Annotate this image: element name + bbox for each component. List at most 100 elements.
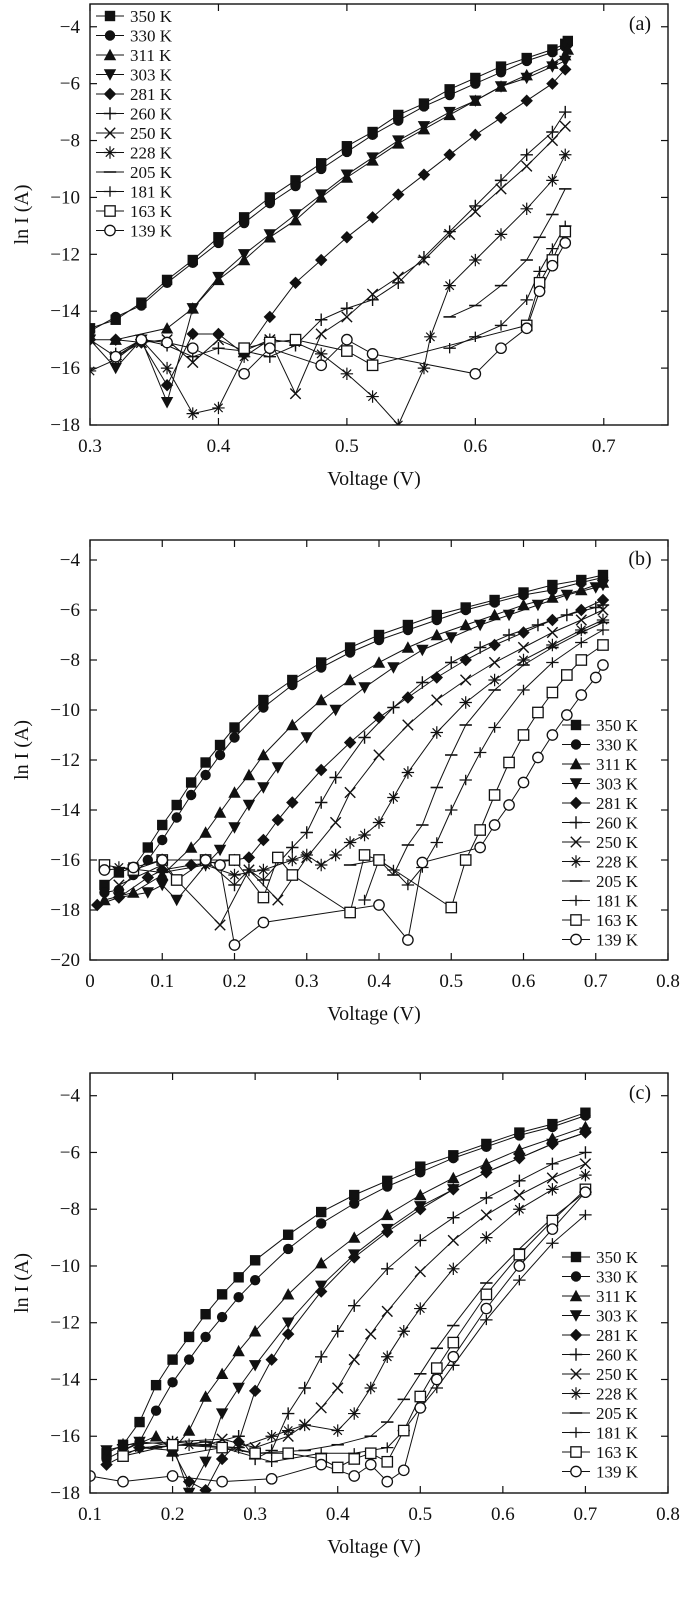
legend-item: 181 K <box>96 183 173 202</box>
data-point <box>561 43 575 55</box>
x-tick-label: 0.2 <box>223 971 247 992</box>
data-point <box>331 1325 344 1338</box>
data-point <box>117 1450 129 1462</box>
legend-item: 205 K <box>96 163 173 182</box>
x-axis-title: Voltage (V) <box>327 1003 421 1025</box>
data-point <box>315 313 328 326</box>
panel-label: (b) <box>628 548 651 570</box>
x-tick-label: 0.6 <box>512 971 536 992</box>
data-point <box>170 874 183 886</box>
data-point <box>381 1350 394 1363</box>
data-point <box>187 356 199 369</box>
data-point <box>417 250 431 264</box>
x-tick-label: 0.4 <box>326 1504 350 1525</box>
data-point <box>156 879 169 892</box>
data-point <box>228 868 241 882</box>
data-point <box>513 1274 526 1286</box>
x-tick-label: 0.4 <box>367 971 391 992</box>
data-point <box>474 824 487 836</box>
data-point <box>560 589 574 602</box>
data-point <box>445 632 458 644</box>
x-tick-label: 0.3 <box>243 1504 267 1525</box>
legend-label: 260 K <box>596 1346 639 1365</box>
y-tick-label: −10 <box>50 1256 80 1277</box>
data-point <box>200 757 211 768</box>
data-point <box>156 854 169 866</box>
data-point <box>316 1206 327 1218</box>
data-point <box>167 1354 178 1365</box>
legend-label: 205 K <box>596 872 639 891</box>
data-point <box>213 844 227 857</box>
data-point <box>533 266 546 277</box>
data-point <box>517 684 530 696</box>
legend-item: 163 K <box>96 202 173 221</box>
data-point <box>373 749 385 761</box>
data-point <box>381 1442 394 1453</box>
legend-label: 139 K <box>596 1463 639 1482</box>
data-point <box>315 1350 328 1363</box>
data-point <box>597 659 609 671</box>
data-point <box>109 350 122 363</box>
data-point <box>459 774 472 786</box>
data-point <box>215 1408 229 1420</box>
series-markers-205k <box>443 188 572 318</box>
data-point <box>289 333 302 346</box>
data-point <box>341 146 353 158</box>
data-point <box>316 163 327 175</box>
data-point <box>332 1382 344 1394</box>
data-point <box>473 619 487 632</box>
data-point <box>469 95 482 107</box>
data-point <box>546 626 559 639</box>
x-tick-label: 0.4 <box>207 436 231 457</box>
data-point <box>513 1143 526 1155</box>
panel-label: (a) <box>629 13 651 35</box>
data-point <box>589 671 602 684</box>
data-point <box>416 644 429 657</box>
legend-marker <box>104 30 116 41</box>
legend-label: 181 K <box>130 183 173 202</box>
data-point <box>517 776 530 789</box>
series-markers-139k <box>90 1186 592 1488</box>
data-point <box>214 919 226 931</box>
data-point <box>480 1314 493 1326</box>
data-point <box>430 1373 443 1386</box>
data-point <box>113 879 125 891</box>
legend-label: 330 K <box>596 736 639 755</box>
legend-marker <box>103 48 117 61</box>
y-tick-label: −14 <box>50 800 80 821</box>
y-tick-label: −8 <box>60 131 80 152</box>
plot-area <box>91 569 610 951</box>
data-point <box>182 1424 196 1436</box>
data-point <box>366 152 379 164</box>
legend-label: 303 K <box>596 1307 639 1326</box>
legend-label: 260 K <box>130 105 173 124</box>
data-point <box>546 657 559 668</box>
data-point <box>546 174 559 187</box>
data-point <box>237 350 251 363</box>
data-point <box>503 799 515 811</box>
legend-marker <box>569 1310 583 1322</box>
data-point <box>417 361 431 375</box>
data-point <box>366 390 379 403</box>
legend-marker <box>570 914 582 926</box>
plot-area <box>90 1107 592 1493</box>
data-point <box>348 1231 361 1243</box>
data-point <box>513 1189 526 1201</box>
data-point <box>397 1464 410 1477</box>
legend-item: 181 K <box>562 1424 639 1443</box>
x-tick-label: 0.7 <box>592 436 616 457</box>
data-point <box>290 175 301 186</box>
data-point <box>546 1172 559 1184</box>
legend-item: 205 K <box>562 1404 639 1423</box>
data-point <box>561 669 573 681</box>
legend-marker <box>570 1446 582 1458</box>
x-tick-label: 0.1 <box>150 971 174 992</box>
legend-label: 163 K <box>596 911 639 930</box>
chart-panel-a: 0.3 0.4 0.5 0.6 0.7 −18 −16 −14 −12 −10 −8 −6 −4 Volt… <box>11 3 669 490</box>
data-point <box>415 1161 426 1172</box>
data-point <box>228 822 241 834</box>
data-point <box>90 333 97 346</box>
data-point <box>199 1438 212 1451</box>
legend-marker <box>569 1289 583 1302</box>
series-line-281k <box>106 1132 586 1491</box>
